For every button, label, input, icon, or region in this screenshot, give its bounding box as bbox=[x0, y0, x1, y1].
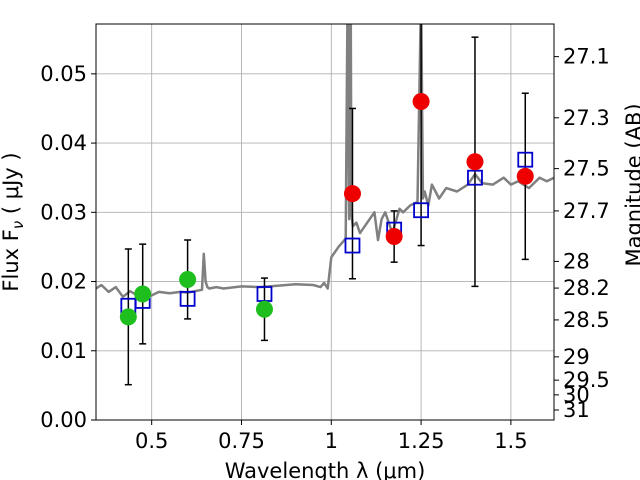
magnitude-tick-label: 27.1 bbox=[563, 45, 610, 69]
x-tick-label: 1.5 bbox=[494, 429, 527, 453]
x-axis: 0.5 0.75 1 1.25 1.5 bbox=[135, 420, 528, 453]
plot-area bbox=[96, 24, 554, 386]
y-tick-label: 0.01 bbox=[40, 339, 87, 363]
x-axis-label: Wavelength λ (μm) bbox=[225, 459, 426, 480]
y-tick-label: 0.00 bbox=[40, 408, 87, 432]
x-tick-label: 0.5 bbox=[135, 429, 168, 453]
observed-flux-point bbox=[134, 285, 152, 303]
model-photometry-point bbox=[179, 290, 196, 307]
y-axis-left: 0.00 0.01 0.02 0.03 0.04 0.05 bbox=[40, 62, 96, 432]
y-tick-label: 0.05 bbox=[40, 62, 87, 86]
magnitude-tick-label: 27.7 bbox=[563, 199, 610, 223]
magnitude-tick-label: 28.5 bbox=[563, 308, 610, 332]
observed-flux-point bbox=[119, 308, 137, 326]
error-bars bbox=[124, 24, 529, 386]
y-tick-label: 0.02 bbox=[40, 270, 87, 294]
magnitude-tick-label: 31 bbox=[563, 398, 590, 422]
magnitude-tick-label: 27.3 bbox=[563, 106, 610, 130]
observed-flux-point bbox=[385, 228, 403, 246]
observed-flux-point bbox=[466, 153, 484, 171]
y-axis-label: Flux Fν ( μJy ) bbox=[0, 152, 27, 291]
observed-flux-point bbox=[412, 93, 430, 111]
magnitude-tick-label: 29.5 bbox=[563, 368, 610, 392]
plot-frame bbox=[95, 23, 555, 421]
magnitude-tick-label: 28 bbox=[563, 249, 590, 273]
y-axis-right-label: Magnitude (AB) bbox=[622, 103, 640, 266]
observed-flux-point bbox=[343, 185, 361, 203]
model-photometry-point bbox=[467, 169, 483, 186]
observed-flux-point bbox=[179, 270, 197, 288]
x-tick-label: 0.75 bbox=[218, 429, 265, 453]
grid-lines bbox=[96, 24, 554, 421]
magnitude-tick-label: 30 bbox=[563, 383, 590, 407]
magnitude-tick-label: 28.2 bbox=[563, 276, 610, 300]
y-tick-label: 0.03 bbox=[40, 200, 87, 224]
model-spectrum-line bbox=[96, 24, 554, 299]
model-photometry-point bbox=[413, 202, 429, 219]
magnitude-tick-label: 27.5 bbox=[563, 157, 610, 181]
magnitude-tick-label: 29 bbox=[563, 345, 590, 369]
x-tick-label: 1.25 bbox=[398, 429, 445, 453]
observed-flux-point bbox=[255, 300, 273, 318]
model-photometry-point bbox=[344, 237, 361, 254]
y-tick-label: 0.04 bbox=[40, 131, 87, 155]
model-photometry-point bbox=[517, 151, 534, 168]
observed-markers bbox=[119, 93, 534, 326]
x-tick-label: 1 bbox=[325, 429, 338, 453]
observed-flux-point bbox=[516, 167, 534, 185]
